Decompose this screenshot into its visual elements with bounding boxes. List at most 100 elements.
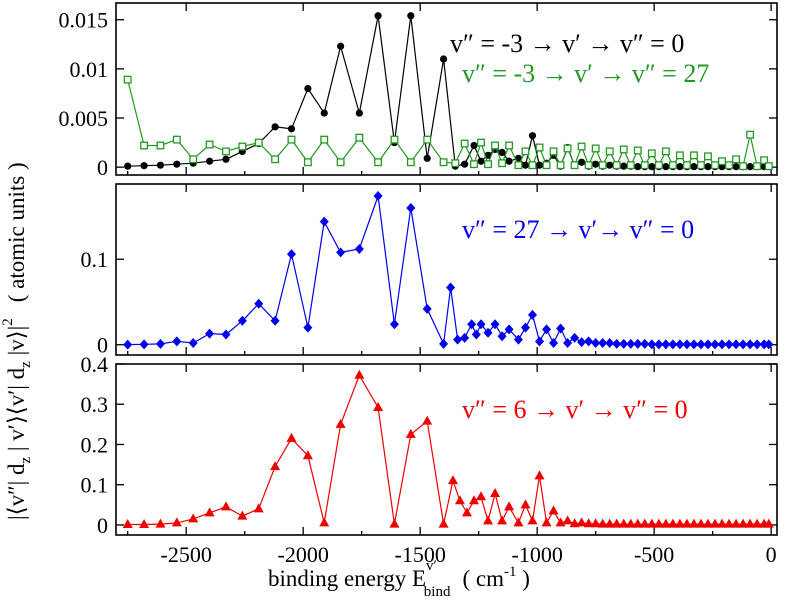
x-label-units-open: ( cm — [462, 566, 504, 591]
data-point-p2-s0-8 — [253, 503, 264, 513]
data-point-p0-s1-16 — [390, 135, 399, 144]
data-point-p0-s1-40 — [598, 161, 607, 170]
data-point-p0-s0-13 — [337, 42, 345, 50]
data-point-p0-s1-6 — [222, 147, 230, 156]
data-point-p2-s0-17 — [405, 428, 416, 438]
data-point-p1-s0-16 — [389, 319, 399, 330]
y-label-units: ( atomic units ) — [4, 162, 29, 302]
panel-top-frame — [115, 2, 778, 176]
data-point-p1-s0-10 — [286, 249, 296, 260]
data-point-p1-s0-38 — [570, 332, 580, 343]
data-point-p2-s0-60 — [731, 518, 742, 528]
data-point-p0-s1-12 — [320, 135, 329, 144]
data-point-p2-s0-57 — [709, 518, 720, 528]
data-point-p0-s0-18 — [423, 154, 431, 162]
data-point-p0-s1-30 — [528, 161, 537, 170]
data-point-p1-s0-43 — [605, 338, 615, 349]
data-point-p0-s1-35 — [563, 144, 572, 153]
data-point-p2-s0-61 — [738, 518, 749, 528]
data-point-p1-s0-57 — [703, 339, 713, 350]
data-point-p0-s1-57 — [718, 157, 726, 166]
data-point-p0-s1-24 — [484, 160, 492, 169]
data-point-p1-s0-44 — [612, 338, 622, 349]
data-point-p0-s1-49 — [661, 147, 670, 156]
data-point-p1-s0-48 — [640, 338, 650, 349]
data-point-p1-s0-2 — [155, 338, 165, 349]
data-point-p1-s0-11 — [303, 322, 313, 333]
data-point-p0-s0-26 — [498, 148, 506, 156]
y-tick-label-p1-0: 0 — [97, 333, 108, 358]
data-point-p1-s0-7 — [237, 315, 247, 326]
data-point-p0-s1-17 — [406, 158, 415, 167]
data-point-p1-s0-18 — [422, 303, 432, 314]
data-point-p0-s1-10 — [287, 135, 296, 144]
data-point-p2-s0-27 — [497, 515, 508, 525]
data-point-p1-s0-26 — [483, 327, 493, 338]
data-point-p1-s0-66 — [764, 339, 774, 350]
data-point-p2-s0-0 — [122, 519, 133, 529]
data-point-p1-s0-54 — [682, 339, 692, 350]
data-point-p0-s0-17 — [407, 12, 415, 20]
data-point-p1-s0-36 — [556, 323, 566, 334]
data-point-p2-s0-21 — [454, 495, 465, 505]
data-point-p2-s0-45 — [625, 518, 636, 528]
data-point-p0-s0-27 — [505, 157, 513, 165]
data-point-p1-s0-50 — [654, 339, 664, 350]
y-label-expr-2: | v′⟩⟨v′| d — [4, 367, 29, 456]
data-point-p2-s0-14 — [354, 369, 365, 379]
data-point-p2-s0-10 — [286, 432, 297, 442]
data-point-p0-s0-22 — [470, 141, 478, 150]
data-point-p2-s0-28 — [504, 501, 515, 511]
data-point-p2-s0-4 — [188, 513, 199, 523]
data-point-p1-s0-19 — [439, 338, 449, 349]
data-point-p1-s0-39 — [577, 337, 587, 348]
data-point-p0-s0-11 — [304, 84, 312, 93]
data-point-p1-s0-25 — [476, 319, 486, 330]
data-point-p0-s0-0 — [124, 162, 132, 170]
data-point-p0-s1-44 — [626, 161, 635, 170]
data-point-p0-s1-60 — [739, 162, 748, 171]
data-point-p1-s0-6 — [221, 329, 231, 340]
data-point-p2-s0-44 — [618, 518, 629, 528]
data-point-p0-s0-59 — [732, 163, 740, 171]
data-point-p1-s0-33 — [535, 336, 545, 347]
data-point-p1-s0-20 — [446, 282, 456, 293]
data-point-p0-s1-52 — [682, 161, 691, 170]
data-point-p0-s1-19 — [439, 158, 448, 167]
y-tick-label-p2-0: 0 — [97, 513, 108, 538]
data-point-p0-s1-31 — [535, 143, 544, 152]
data-point-p0-s1-14 — [355, 133, 364, 142]
data-point-p0-s1-62 — [753, 162, 762, 171]
x-tick-label-2: -1500 — [395, 542, 446, 567]
x-tick-label-4: -500 — [634, 542, 674, 567]
data-point-p2-s0-2 — [155, 518, 166, 528]
data-point-p1-s0-47 — [633, 338, 643, 349]
data-point-p0-s1-42 — [612, 161, 621, 170]
y-tick-label-p2-3: 0.3 — [81, 392, 109, 417]
y-label-sub-z-2: z — [18, 361, 34, 368]
legend-green-series: v″ = -3 → v′ → v″ = 27 — [462, 59, 709, 88]
legend-black-series: v″ = -3 → v′ → v″ = 0 — [450, 29, 684, 58]
x-label-units-close: ) — [516, 566, 529, 591]
data-point-p0-s1-41 — [605, 147, 614, 156]
data-point-p2-s0-11 — [302, 450, 313, 460]
data-point-p2-s0-46 — [632, 518, 643, 528]
data-point-p0-s1-58 — [725, 161, 733, 170]
x-tick-label-1: -2000 — [278, 542, 329, 567]
data-point-p1-s0-24 — [471, 329, 481, 340]
data-point-p0-s0-9 — [271, 123, 279, 131]
data-point-p2-s0-43 — [611, 518, 622, 528]
data-point-p1-s0-35 — [549, 338, 559, 349]
data-point-p0-s0-37 — [578, 158, 586, 166]
x-tick-label-5: 0 — [766, 542, 777, 567]
data-point-p2-s0-7 — [237, 510, 248, 520]
data-point-p1-s0-22 — [460, 332, 470, 343]
data-point-p2-s0-32 — [534, 470, 545, 480]
data-point-p1-s0-63 — [745, 339, 755, 350]
data-point-p1-s0-65 — [759, 339, 769, 350]
data-point-p0-s1-4 — [189, 155, 198, 164]
data-point-p0-s1-29 — [521, 147, 530, 156]
svg-text:|⟨v″| dz | v′⟩⟨v′| dz |v⟩|2( a: |⟨v″| dz | v′⟩⟨v′| dz |v⟩|2( atomic unit… — [0, 162, 34, 520]
data-point-p2-s0-42 — [604, 518, 615, 528]
